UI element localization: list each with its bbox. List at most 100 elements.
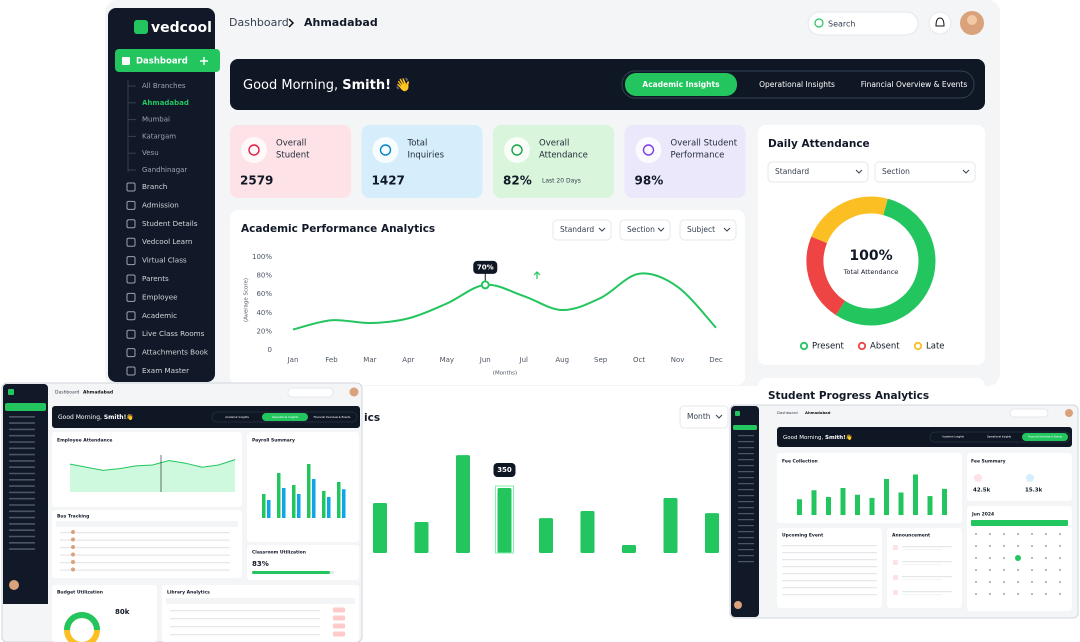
thumb-row: [60, 562, 230, 564]
thumb-row: [902, 576, 952, 578]
menu-icon: [126, 311, 136, 321]
thumb-table-head: [166, 598, 355, 604]
thumb-breadcrumb: Dashboard: [777, 410, 798, 415]
menu-item[interactable]: Academic: [142, 311, 177, 320]
thumb-cal-day: [975, 545, 977, 547]
dropdown-label: Standard: [560, 225, 594, 234]
value-label: 70%: [477, 263, 494, 271]
tab[interactable]: Academic Insights: [642, 80, 720, 89]
thumb-cal-day: [1003, 533, 1005, 535]
menu-item[interactable]: Branch: [142, 182, 167, 191]
thumb-cal-day: [975, 581, 977, 583]
card-icon-bg: [241, 137, 267, 163]
thumb-breadcrumb: Dashboard: [55, 390, 80, 396]
thumb-bar: [855, 494, 860, 515]
thumb-cal-day: [989, 557, 991, 559]
menu-item[interactable]: Virtual Class: [142, 256, 187, 265]
thumb-row: [782, 545, 877, 547]
submenu-item[interactable]: Gandhinagar: [142, 166, 187, 174]
chevron: [598, 227, 606, 232]
panel-title: Daily Attendance: [768, 138, 870, 150]
thumb-nav-item: [9, 516, 35, 519]
thumb-row: [902, 546, 952, 548]
thumb-nav-item: [738, 525, 754, 527]
thumb-cal-day: [1003, 569, 1005, 571]
thumb-ann-icon: [893, 590, 898, 595]
thumb-cal-day: [1031, 533, 1033, 535]
greeting: Good Morning, Smith! 👋: [243, 77, 411, 93]
point-marker: [480, 280, 490, 290]
menu-item[interactable]: Attachments Book: [142, 348, 209, 357]
bar: [373, 503, 387, 553]
y-tick-label: 20%: [256, 327, 272, 335]
thumb-row: [782, 580, 877, 582]
card-label: Overall Student: [671, 139, 738, 149]
bell-button[interactable]: [928, 11, 952, 35]
search-box[interactable]: [807, 11, 919, 36]
tab[interactable]: Financial Overview & Events: [861, 80, 968, 89]
thumb-cal-day: [1003, 545, 1005, 547]
callout: [493, 463, 516, 477]
submenu-item[interactable]: All Branches: [142, 82, 186, 90]
thumb-row: [782, 566, 877, 568]
thumb-cal-day: [1031, 593, 1033, 595]
thumb-cal-day: [1059, 593, 1061, 595]
thumb-line: [69, 459, 236, 471]
thumb-cal-day: [1059, 581, 1061, 583]
menu-item[interactable]: Parents: [142, 274, 169, 283]
thumb-title: Classroom Utilization: [252, 550, 306, 556]
submenu-item[interactable]: Ahmadabad: [142, 99, 189, 107]
thumb-cal-day: [1045, 545, 1047, 547]
thumb-bar: [927, 496, 933, 515]
thumb-panel: [887, 528, 962, 608]
submenu-item[interactable]: Vesu: [142, 149, 159, 157]
menu-item[interactable]: Student Details: [142, 219, 198, 228]
menu-icon: [126, 274, 136, 284]
submenu-item[interactable]: Mumbai: [142, 116, 170, 124]
menu-item[interactable]: Live Class Rooms: [142, 329, 205, 338]
thumb-row: [60, 547, 230, 549]
menu-item[interactable]: Vedcool Learn: [142, 237, 192, 246]
thumb-title: Employee Attendance: [57, 438, 112, 444]
thumb-cal-day: [989, 581, 991, 583]
thumb-tab-active: [1022, 433, 1068, 441]
thumb-nav-item: [738, 513, 754, 515]
thumb-title: Jun 2024: [971, 512, 994, 518]
dashboard-button[interactable]: [115, 49, 220, 72]
attendance-panel: [758, 125, 985, 365]
legend-label: Present: [812, 342, 845, 352]
thumb-bar: [312, 479, 316, 518]
dropdown[interactable]: [679, 219, 737, 241]
card-label: Inquiries: [408, 151, 445, 161]
x-tick-label: Aug: [555, 356, 569, 364]
thumb-bar: [342, 489, 346, 518]
thumb-bar: [337, 482, 341, 518]
tab[interactable]: Operational Insights: [759, 80, 835, 89]
y-tick-label: 60%: [256, 290, 272, 298]
x-tick-label: Oct: [633, 356, 645, 364]
thumb-row: [60, 539, 230, 541]
dropdown[interactable]: [679, 405, 729, 429]
thumb-row-avatar: [71, 537, 75, 542]
thumb-cal-day: [1003, 557, 1005, 559]
thumb-icon: [974, 474, 982, 482]
menu-item[interactable]: Exam Master: [142, 366, 189, 375]
thumb-nav-item: [9, 428, 35, 431]
dropdown[interactable]: [874, 161, 976, 183]
thumb-progress: [252, 571, 330, 574]
thumb-logo: [8, 389, 14, 395]
menu-item[interactable]: Employee: [142, 292, 178, 301]
dropdown[interactable]: [619, 219, 671, 241]
dropdown[interactable]: [767, 161, 869, 183]
card-label: Performance: [671, 151, 725, 161]
submenu-item[interactable]: Katargam: [142, 132, 176, 140]
thumb-nav-item: [738, 465, 754, 467]
chart-panel: [230, 210, 745, 385]
thumb-row: [902, 591, 952, 593]
dropdown[interactable]: [552, 219, 612, 241]
thumb-breadcrumb: Ahmadabad: [805, 410, 831, 415]
greeting-name: Smith!: [342, 78, 391, 93]
thumb-cal-day: [1045, 533, 1047, 535]
menu-item[interactable]: Admission: [142, 200, 179, 209]
chevron: [723, 227, 731, 232]
